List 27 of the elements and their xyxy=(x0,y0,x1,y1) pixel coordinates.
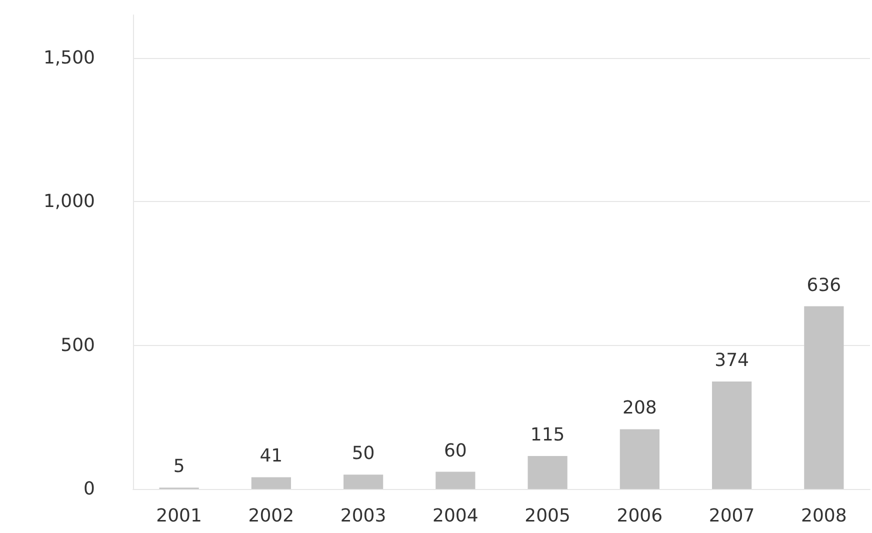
x-tick-label: 2007 xyxy=(708,506,755,526)
data-label: 5 xyxy=(173,456,185,478)
data-label: 50 xyxy=(352,443,375,464)
bar xyxy=(344,474,384,489)
bar xyxy=(620,429,660,489)
data-label: 115 xyxy=(530,424,565,446)
bar xyxy=(528,456,568,489)
x-tick-label: 2001 xyxy=(156,506,202,526)
data-label: 60 xyxy=(444,440,467,462)
data-label: 636 xyxy=(806,274,842,296)
x-tick-label: 2004 xyxy=(432,506,478,526)
data-label: 41 xyxy=(260,446,283,467)
bar xyxy=(804,306,844,489)
x-tick-label: 2002 xyxy=(248,506,294,526)
y-tick-label: 500 xyxy=(60,334,95,356)
bar xyxy=(251,477,291,489)
y-tick-label: 0 xyxy=(84,478,95,500)
bar xyxy=(436,472,476,489)
x-tick-label: 2006 xyxy=(616,506,663,526)
bar xyxy=(712,382,752,489)
y-tick-label: 1,500 xyxy=(43,48,95,69)
y-tick-label: 1,000 xyxy=(43,191,95,212)
data-label: 374 xyxy=(714,350,749,372)
data-label: 208 xyxy=(622,398,657,419)
x-tick-label: 2005 xyxy=(524,506,570,526)
x-tick-label: 2003 xyxy=(340,506,386,526)
x-tick-label: 2008 xyxy=(801,506,847,526)
